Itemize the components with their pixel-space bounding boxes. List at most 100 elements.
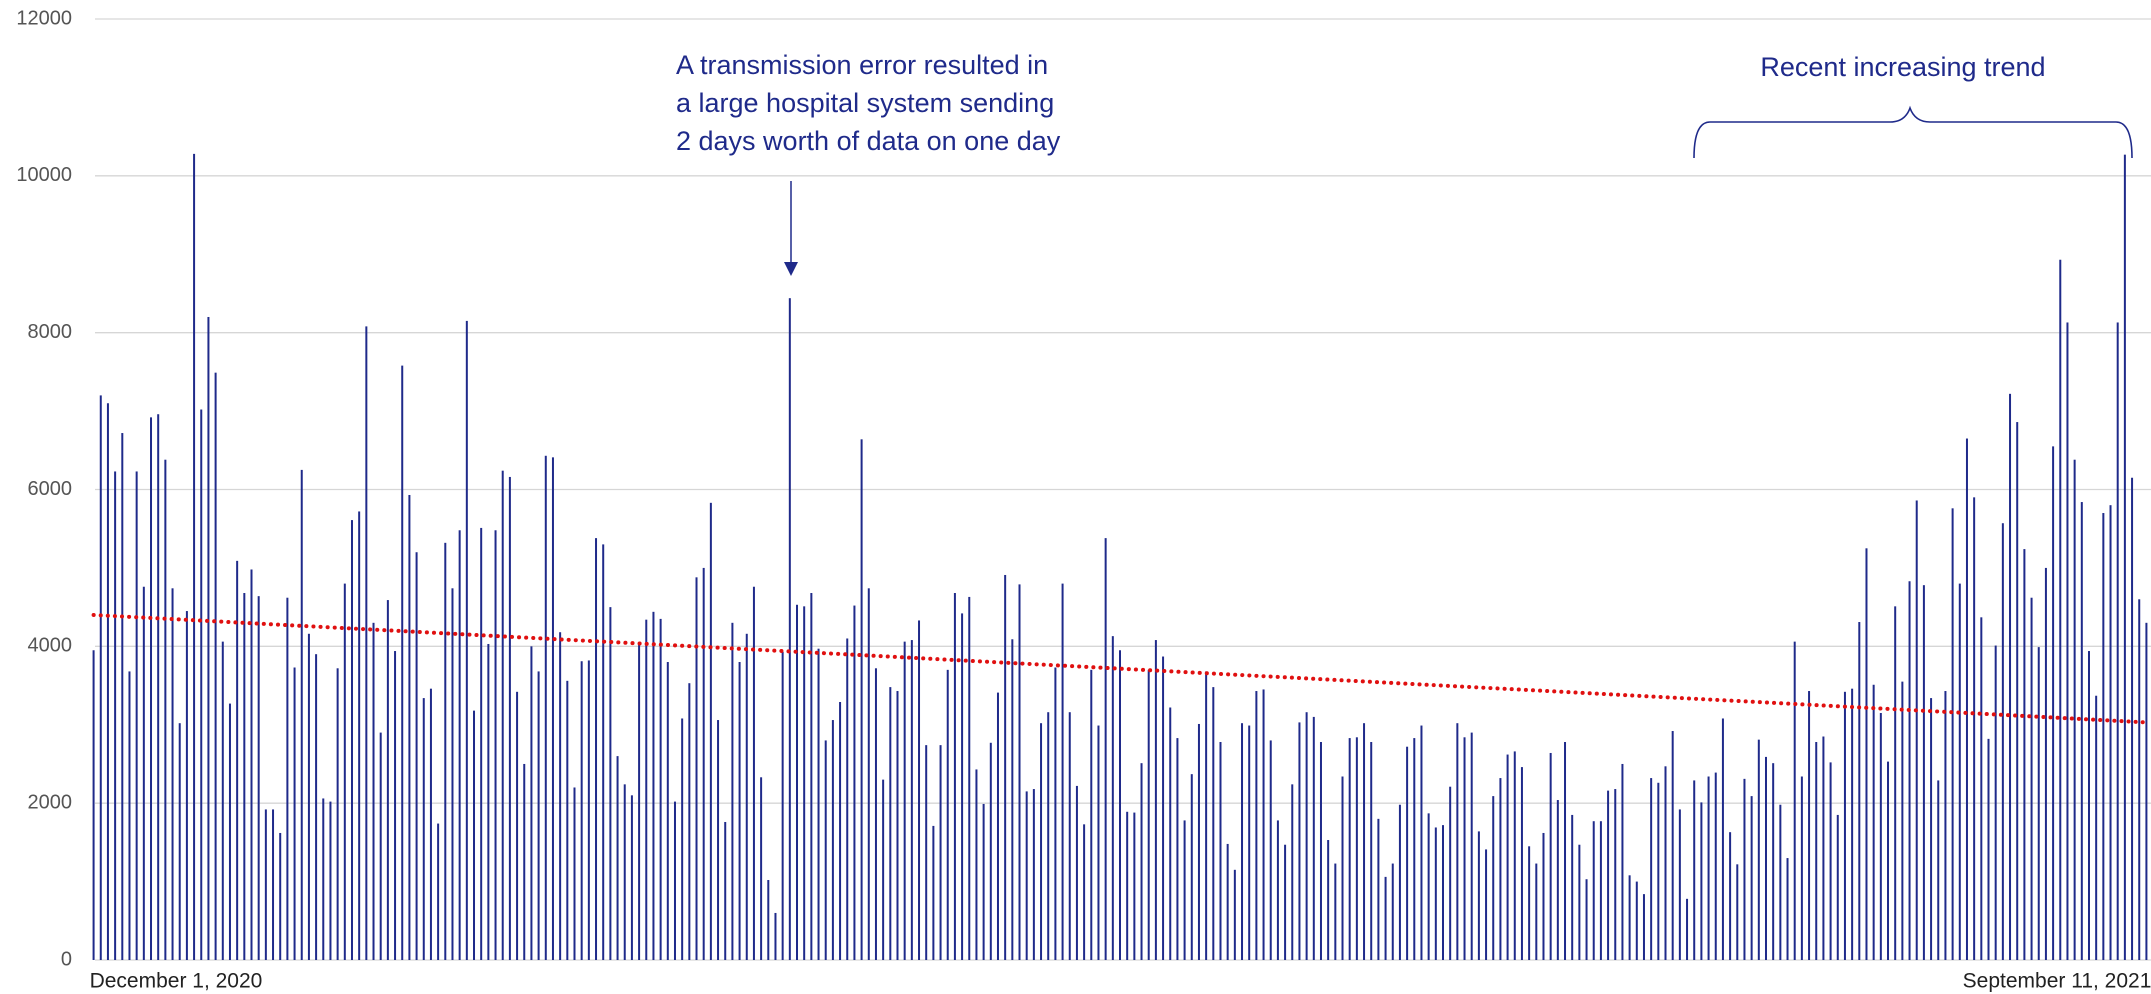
bar <box>1793 641 1796 960</box>
bar <box>365 326 368 961</box>
bar <box>379 732 382 960</box>
bar <box>1341 776 1344 960</box>
bar <box>2145 622 2148 960</box>
bar <box>896 691 899 960</box>
bar <box>2023 549 2026 960</box>
bar <box>1944 691 1947 960</box>
bar <box>1994 645 1997 960</box>
bar <box>429 688 432 960</box>
x-tick-label: December 1, 2020 <box>90 970 263 993</box>
bar <box>200 409 203 960</box>
bar <box>652 611 655 960</box>
bar <box>2116 322 2119 960</box>
bar <box>1786 858 1789 960</box>
bar <box>1233 869 1236 960</box>
bar <box>257 596 260 960</box>
bar <box>767 880 770 960</box>
bar <box>1305 712 1308 960</box>
bar <box>1391 863 1394 960</box>
y-tick-label: 6000 <box>28 478 73 500</box>
bar <box>451 588 454 960</box>
bar <box>1743 778 1746 960</box>
bar <box>1434 827 1437 960</box>
bar <box>738 662 741 960</box>
bar <box>1104 538 1107 960</box>
bar <box>2138 599 2141 960</box>
bar <box>1190 774 1193 960</box>
bar <box>968 596 971 960</box>
bar <box>1398 804 1401 960</box>
bar <box>1147 669 1150 960</box>
bar <box>1040 723 1043 960</box>
bar <box>1348 738 1351 960</box>
arrow-head <box>784 262 798 276</box>
bar <box>99 395 102 960</box>
bar <box>1169 707 1172 960</box>
bar <box>185 611 188 960</box>
bar <box>1133 812 1136 960</box>
bar <box>1879 712 1882 960</box>
bar <box>1987 738 1990 960</box>
bar <box>2052 446 2055 960</box>
bar <box>1176 738 1179 960</box>
bar <box>1872 684 1875 960</box>
bar <box>1678 809 1681 960</box>
bar <box>1779 804 1782 960</box>
bar <box>989 742 992 960</box>
annotation-line: A transmission error resulted in <box>676 50 1048 80</box>
bar <box>372 622 375 960</box>
bar <box>1757 739 1760 960</box>
bar <box>415 552 418 960</box>
bar <box>1047 712 1050 960</box>
bar <box>236 560 239 960</box>
bar <box>1212 687 1215 960</box>
bar <box>444 542 447 960</box>
bar <box>645 619 648 960</box>
bar <box>2109 505 2112 960</box>
bar <box>243 593 246 960</box>
y-tick-label: 2000 <box>28 791 73 813</box>
bar <box>824 740 827 960</box>
bar <box>839 702 842 960</box>
bar <box>1635 881 1638 960</box>
bar <box>1750 796 1753 960</box>
bar <box>702 567 705 960</box>
bar <box>250 569 253 960</box>
brace <box>1693 105 2133 159</box>
bar <box>688 683 691 960</box>
bar <box>1312 716 1315 960</box>
bar <box>1162 656 1165 960</box>
bar <box>1851 688 1854 960</box>
bar <box>1470 732 1473 960</box>
bar <box>709 502 712 960</box>
bar <box>559 632 562 960</box>
bar <box>2030 597 2033 960</box>
bar <box>2131 477 2134 960</box>
bar <box>537 671 540 960</box>
bar <box>932 825 935 960</box>
bar <box>781 651 784 960</box>
bar <box>2001 523 2004 960</box>
bar <box>946 669 949 960</box>
bar <box>394 651 397 960</box>
bar <box>2123 154 2126 960</box>
bar <box>925 745 928 960</box>
bar <box>300 469 303 960</box>
bar <box>659 618 662 960</box>
bar <box>1520 767 1523 960</box>
bar <box>516 691 519 960</box>
bar <box>408 494 411 960</box>
bar <box>1965 438 1968 960</box>
bar <box>638 644 641 960</box>
bar <box>286 597 289 960</box>
bar <box>2102 513 2105 960</box>
bar <box>128 671 131 960</box>
bar <box>731 622 734 960</box>
bar <box>566 680 569 960</box>
bar <box>1262 689 1265 960</box>
bar <box>121 433 124 960</box>
bar <box>745 633 748 960</box>
y-tick-label: 4000 <box>28 635 73 657</box>
bar <box>315 654 318 960</box>
